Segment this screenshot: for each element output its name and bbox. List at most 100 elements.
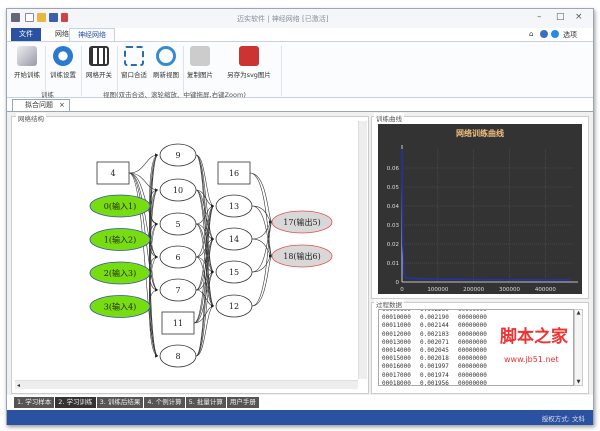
process-cell: 00000000 (458, 338, 487, 346)
process-panel: 过程数据 00009000 0.002260 00000000 00010000 0.0… (371, 299, 589, 394)
y-tick-label: 0.04 (387, 204, 400, 210)
network-panel: 网络结构 4 0(输入1) 1(输入2) 2(输入3) 3(输入4) 11 9 10 5 6 7 8 1… (11, 113, 369, 394)
grid-toggle-button[interactable]: 网格开关 (85, 46, 113, 79)
tab-training-results[interactable]: 3. 训练后结果 (96, 397, 144, 408)
scroll-left-icon[interactable]: ◂ (17, 382, 21, 389)
help-icon[interactable] (540, 30, 548, 38)
process-scrollbar[interactable]: ▲ ▼ (574, 309, 583, 386)
input-node[interactable]: 0(输入1) (89, 194, 151, 218)
save-icon[interactable] (49, 13, 58, 22)
file-tab[interactable]: 文件 (11, 28, 41, 41)
node-label: 12 (229, 302, 239, 311)
vertical-scrollbar[interactable] (358, 121, 367, 379)
bias-node[interactable]: 11 (161, 311, 195, 335)
process-row: 00015000 0.002018 00000000 (382, 355, 573, 363)
input-node[interactable]: 3(输入4) (89, 295, 151, 318)
process-cell: 00000000 (458, 322, 487, 330)
minimize-button[interactable]: – (537, 12, 542, 22)
process-cell: 00010000 (382, 314, 411, 322)
tab-network[interactable]: 网络 (55, 30, 69, 38)
process-row: 00017000 0.001974 00000000 (382, 372, 573, 380)
node-label: 5 (175, 220, 180, 229)
bias-node[interactable]: 16 (217, 161, 251, 185)
network-graph[interactable]: 4 0(输入1) 1(输入2) 2(输入3) 3(输入4) 11 9 10 5 6 7 8 16 13 14… (15, 122, 357, 379)
node-label: 7 (175, 286, 180, 295)
y-tick-label: 0.03 (387, 223, 400, 229)
tab-batch-calc[interactable]: 5. 批量计算 (185, 397, 226, 408)
save-svg-icon (239, 46, 259, 66)
options-menu[interactable]: 选项 (563, 31, 577, 39)
tab-single-calc[interactable]: 4. 个例计算 (144, 397, 185, 408)
process-cell: 0.002018 (420, 355, 449, 363)
hidden-node[interactable]: 14 (215, 227, 253, 251)
process-cell: 0.001974 (420, 371, 449, 379)
process-cell: 0.002103 (420, 330, 449, 338)
hidden-node[interactable]: 8 (159, 344, 197, 368)
collapse-ribbon-icon[interactable]: ⌂ (529, 30, 534, 38)
process-cell: 00000000 (458, 371, 487, 379)
close-button[interactable]: × (575, 12, 583, 22)
process-cell: 0.002260 (420, 309, 449, 313)
tools-icon[interactable] (61, 13, 68, 22)
hidden-node[interactable]: 12 (215, 294, 253, 318)
output-node[interactable]: 18(输出6) (271, 244, 333, 268)
copy-image-button[interactable]: 复制图片 (185, 46, 215, 79)
process-data-list[interactable]: 00009000 0.002260 00000000 00010000 0.002190… (378, 309, 574, 386)
process-row: 00010000 0.002190 00000000 (382, 314, 573, 322)
label: 另存为svg图片 (227, 71, 271, 79)
process-panel-title: 过程数据 (374, 299, 404, 309)
app-window: 迈实软件 | 神经网络 [已激活] – □ × 文件 网络 神经网络 ⌂ 选项 … (6, 8, 594, 425)
start-training-button[interactable]: 开始训练 (13, 46, 41, 79)
training-settings-button[interactable]: 训练设置 (49, 46, 77, 79)
process-cell: 0.002071 (420, 338, 449, 346)
scroll-up-icon[interactable]: ▲ (576, 310, 581, 316)
document-tab[interactable]: 拟合问题 × (12, 99, 70, 111)
bias-node[interactable]: 4 (96, 161, 130, 185)
process-cell: 0.002190 (420, 314, 449, 322)
input-node[interactable]: 2(输入3) (89, 261, 151, 285)
hidden-node[interactable]: 9 (159, 143, 197, 167)
status-bar: 授权方式: 文科 (7, 410, 593, 425)
hidden-node[interactable]: 7 (159, 278, 197, 302)
hidden-node[interactable]: 13 (215, 194, 253, 218)
close-tab-icon[interactable]: × (59, 101, 65, 109)
node-label: 17(输出5) (283, 217, 321, 227)
info-icon[interactable] (551, 30, 559, 38)
process-row: 00009000 0.002260 00000000 (382, 309, 573, 314)
save-svg-button[interactable]: 另存为svg图片 (221, 46, 277, 79)
process-row: 00016000 0.001997 00000000 (382, 363, 573, 371)
tab-neural-network[interactable]: 神经网络 (69, 28, 115, 41)
hidden-node[interactable]: 6 (159, 245, 197, 269)
y-tick-label: 0.05 (387, 185, 400, 191)
open-folder-icon[interactable] (37, 13, 46, 22)
network-edge (128, 172, 159, 292)
label: 开始训练 (14, 71, 40, 79)
fit-window-button[interactable]: 窗口合适 (119, 46, 149, 79)
output-node[interactable]: 17(输出5) (271, 210, 333, 234)
horizontal-scrollbar[interactable]: ◂ (15, 380, 358, 389)
hidden-node[interactable]: 15 (215, 260, 253, 284)
grid-icon (89, 46, 109, 66)
gear-icon (53, 46, 73, 66)
scroll-down-icon[interactable]: ▼ (576, 379, 581, 385)
refresh-icon (156, 46, 176, 66)
network-edge (195, 270, 215, 357)
watermark-url: www.jb51.net (504, 355, 559, 364)
maximize-button[interactable]: □ (556, 12, 565, 22)
input-node[interactable]: 1(输入2) (89, 228, 151, 251)
node-label: 11 (173, 319, 183, 328)
tab-learning-training[interactable]: 2. 学习训练 (55, 397, 96, 408)
tab-learning-samples[interactable]: 1. 学习样本 (14, 397, 55, 408)
curve-panel: 训练曲线 网络训练曲线 0 0.01 0.02 0.03 0.04 0.05 0.06 0 100… (371, 113, 589, 299)
refresh-view-button[interactable]: 刷新视图 (151, 46, 181, 79)
new-file-icon[interactable] (25, 13, 34, 22)
node-label: 16 (229, 169, 239, 178)
tab-user-manual[interactable]: 用户手册 (226, 397, 259, 408)
ribbon: 开始训练 训练设置 网格开关 窗口合适 刷新视图 复制图片 另存为svg图片 训… (7, 41, 593, 99)
content-area: 网络结构 4 0(输入1) 1(输入2) 2(输入3) 3(输入4) 11 9 10 5 6 7 8 1… (7, 111, 593, 395)
hidden-node[interactable]: 10 (159, 178, 197, 202)
process-cell: 00000000 (458, 379, 487, 386)
hidden-node[interactable]: 5 (159, 212, 197, 236)
process-cell: 00011000 (382, 322, 411, 330)
node-label: 3(输入4) (104, 302, 136, 312)
